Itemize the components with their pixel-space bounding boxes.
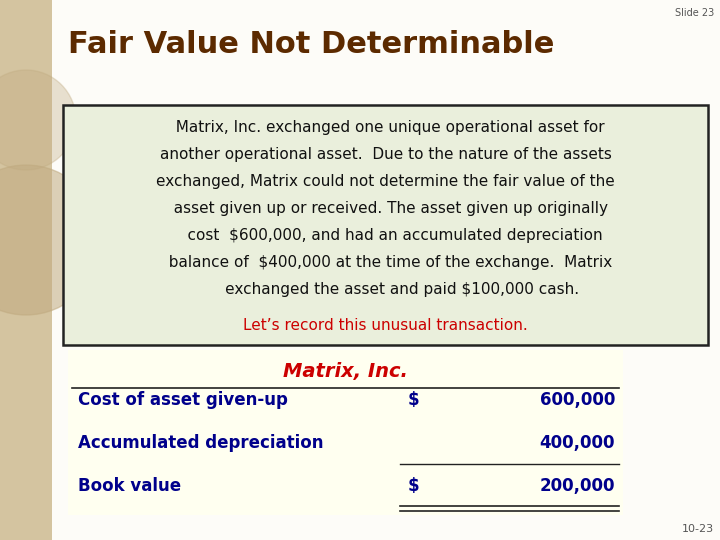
Text: 400,000: 400,000	[539, 434, 615, 452]
Circle shape	[0, 165, 101, 315]
Text: Fair Value Not Determinable: Fair Value Not Determinable	[68, 30, 554, 59]
Text: exchanged the asset and paid $100,000 cash.: exchanged the asset and paid $100,000 ca…	[192, 282, 580, 297]
Text: 200,000: 200,000	[539, 477, 615, 495]
Text: Matrix, Inc. exchanged one unique operational asset for: Matrix, Inc. exchanged one unique operat…	[166, 120, 605, 135]
Text: Matrix, Inc.: Matrix, Inc.	[283, 362, 408, 381]
Bar	[68, 350, 623, 515]
Text: Let’s record this unusual transaction.: Let’s record this unusual transaction.	[243, 318, 528, 333]
FancyBboxPatch shape	[63, 105, 708, 345]
Text: another operational asset.  Due to the nature of the assets: another operational asset. Due to the na…	[160, 147, 611, 162]
Text: Slide 23: Slide 23	[675, 8, 714, 18]
Text: $: $	[408, 477, 420, 495]
Text: 10-23: 10-23	[682, 524, 714, 534]
Text: Book value: Book value	[78, 477, 181, 495]
Text: asset given up or received. The asset given up originally: asset given up or received. The asset gi…	[163, 201, 608, 216]
Text: cost  $600,000, and had an accumulated depreciation: cost $600,000, and had an accumulated de…	[168, 228, 603, 243]
Bar	[0, 0, 52, 540]
Circle shape	[0, 70, 76, 170]
Text: Accumulated depreciation: Accumulated depreciation	[78, 434, 323, 452]
Text: exchanged, Matrix could not determine the fair value of the: exchanged, Matrix could not determine th…	[156, 174, 615, 189]
Text: 600,000: 600,000	[539, 391, 615, 409]
Text: Cost of asset given-up: Cost of asset given-up	[78, 391, 288, 409]
Text: $: $	[408, 391, 420, 409]
Text: balance of  $400,000 at the time of the exchange.  Matrix: balance of $400,000 at the time of the e…	[159, 255, 612, 270]
